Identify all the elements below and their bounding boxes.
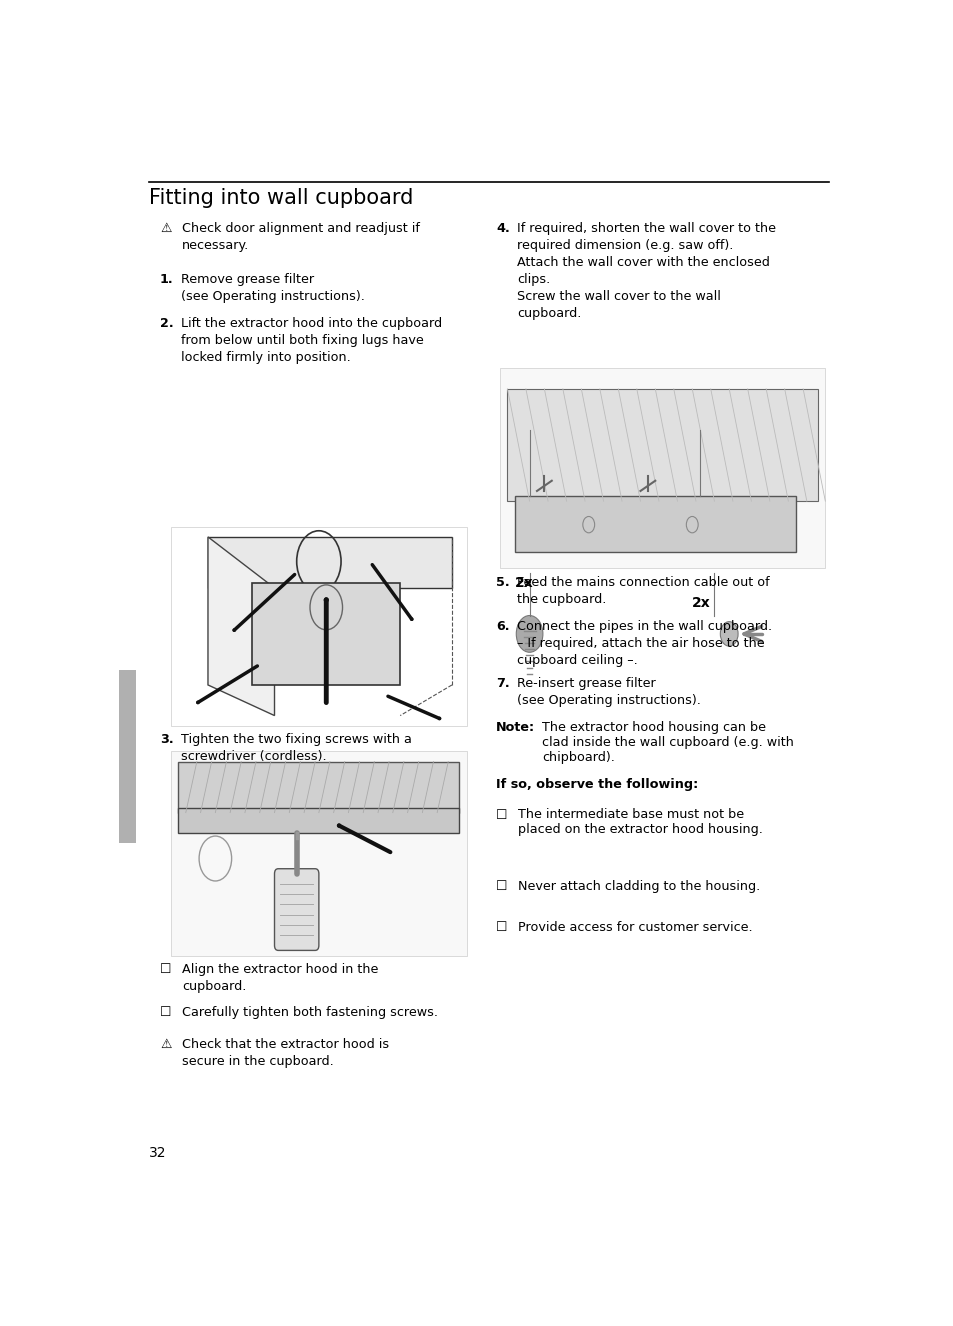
Text: Align the extractor hood in the
cupboard.: Align the extractor hood in the cupboard… xyxy=(182,963,378,993)
Text: Fitting into wall cupboard: Fitting into wall cupboard xyxy=(149,188,413,208)
Text: 4.: 4. xyxy=(496,223,510,236)
Text: 1.: 1. xyxy=(160,273,173,286)
Text: The extractor hood housing can be
clad inside the wall cupboard (e.g. with
chipb: The extractor hood housing can be clad i… xyxy=(541,721,793,764)
Text: 2.: 2. xyxy=(160,317,173,330)
Text: 2x: 2x xyxy=(692,597,710,610)
Text: ☐: ☐ xyxy=(160,1005,172,1018)
Bar xyxy=(178,761,459,813)
Text: Check that the extractor hood is
secure in the cupboard.: Check that the extractor hood is secure … xyxy=(182,1038,389,1069)
Text: ☐: ☐ xyxy=(496,880,507,892)
Text: Provide access for customer service.: Provide access for customer service. xyxy=(518,920,752,934)
Text: Check door alignment and readjust if
necessary.: Check door alignment and readjust if nec… xyxy=(182,223,419,252)
Text: ☐: ☐ xyxy=(160,963,172,976)
Text: Tighten the two fixing screws with a
screwdriver (cordless).: Tighten the two fixing screws with a scr… xyxy=(180,733,411,762)
Text: If so, observe the following:: If so, observe the following: xyxy=(496,778,698,790)
Text: Lift the extractor hood into the cupboard
from below until both fixing lugs have: Lift the extractor hood into the cupboar… xyxy=(180,317,441,365)
Text: Re-insert grease filter
(see Operating instructions).: Re-insert grease filter (see Operating i… xyxy=(517,676,700,707)
Bar xyxy=(178,809,459,833)
Bar xyxy=(119,670,135,843)
Polygon shape xyxy=(208,537,452,587)
Polygon shape xyxy=(208,537,274,716)
Text: 2x: 2x xyxy=(515,575,533,590)
Text: ⚠: ⚠ xyxy=(160,1038,172,1052)
Circle shape xyxy=(720,622,738,646)
Text: 6.: 6. xyxy=(496,619,509,633)
Text: 32: 32 xyxy=(149,1146,166,1160)
Text: Feed the mains connection cable out of
the cupboard.: Feed the mains connection cable out of t… xyxy=(517,575,769,606)
Text: Remove grease filter
(see Operating instructions).: Remove grease filter (see Operating inst… xyxy=(180,273,364,304)
Text: If required, shorten the wall cover to the
required dimension (e.g. saw off).
At: If required, shorten the wall cover to t… xyxy=(517,223,775,321)
Text: The intermediate base must not be
placed on the extractor hood housing.: The intermediate base must not be placed… xyxy=(518,809,762,837)
Text: ☐: ☐ xyxy=(496,809,507,822)
Text: Connect the pipes in the wall cupboard.
– If required, attach the air hose to th: Connect the pipes in the wall cupboard. … xyxy=(517,619,771,667)
Bar xyxy=(515,496,795,552)
Bar xyxy=(171,752,466,956)
Text: ☐: ☐ xyxy=(496,920,507,934)
FancyBboxPatch shape xyxy=(274,869,318,951)
Bar xyxy=(171,526,466,725)
Text: ⚠: ⚠ xyxy=(160,223,172,236)
Bar xyxy=(499,369,824,568)
Text: Note:: Note: xyxy=(496,721,535,733)
Bar xyxy=(252,583,400,686)
Text: 3.: 3. xyxy=(160,733,173,747)
Text: Carefully tighten both fastening screws.: Carefully tighten both fastening screws. xyxy=(182,1005,437,1018)
Circle shape xyxy=(516,615,542,652)
Bar xyxy=(507,389,817,501)
Text: 7.: 7. xyxy=(496,676,510,690)
Text: Never attach cladding to the housing.: Never attach cladding to the housing. xyxy=(518,880,760,892)
Text: 5.: 5. xyxy=(496,575,510,589)
